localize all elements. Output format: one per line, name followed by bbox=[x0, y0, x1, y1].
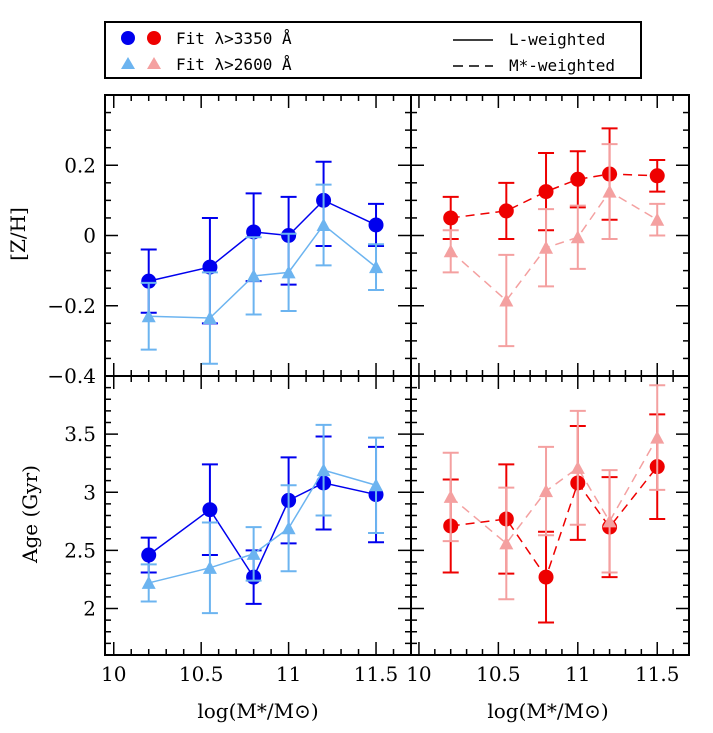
x-tick-label: 11.5 bbox=[635, 662, 680, 686]
data-point-circle bbox=[202, 259, 218, 275]
data-point-triangle bbox=[443, 244, 458, 258]
legend: Fit λ>3350 Å Fit λ>2600 Å L-weighted M*-… bbox=[104, 21, 642, 79]
y-tick-label: 3.5 bbox=[64, 422, 96, 446]
panel-frame bbox=[410, 375, 690, 656]
x-tick-label: 10 bbox=[406, 662, 431, 686]
data-point-circle bbox=[649, 168, 665, 184]
x-axis-title-right: log(M*/M⊙) bbox=[487, 699, 608, 723]
data-point-triangle bbox=[316, 463, 331, 477]
legend-frame bbox=[104, 21, 642, 79]
x-tick-label: 11 bbox=[276, 662, 301, 686]
series-line bbox=[148, 482, 377, 579]
legend-fit1-label: Fit λ>3350 Å bbox=[176, 29, 292, 48]
data-point-triangle bbox=[369, 260, 384, 274]
series-line bbox=[148, 199, 377, 282]
series-fit-3350 bbox=[140, 160, 385, 325]
x-tick-label: 11.5 bbox=[354, 662, 399, 686]
data-point-triangle bbox=[650, 212, 665, 226]
y-axis-title-age: Age (Gyr) bbox=[18, 465, 42, 564]
y-tick-label: 2.5 bbox=[64, 538, 96, 562]
series-line bbox=[450, 190, 658, 302]
panel-frame bbox=[104, 375, 412, 656]
legend-marker-light-red-triangle bbox=[147, 57, 161, 69]
data-point-triangle bbox=[602, 514, 617, 528]
panel-zh-lweighted: −0.4 −0.2 0 0.2 bbox=[47, 94, 412, 388]
y-tick-label: 0 bbox=[83, 224, 96, 248]
series-line bbox=[148, 469, 377, 584]
x-tick-label: 10.5 bbox=[476, 662, 521, 686]
data-point-triangle bbox=[602, 184, 617, 198]
data-point-triangle bbox=[499, 293, 514, 307]
data-point-triangle bbox=[539, 240, 554, 254]
legend-fit2-label: Fit λ>2600 Å bbox=[176, 55, 292, 74]
panel-age-lweighted: 2 2.5 3 3.5 10 10.5 11 11.5 bbox=[64, 375, 412, 686]
panel-zh-mweighted bbox=[410, 94, 690, 377]
series-line bbox=[148, 223, 377, 319]
data-point-triangle bbox=[443, 489, 458, 503]
series-fit-2600 bbox=[442, 143, 666, 348]
data-point-triangle bbox=[246, 268, 261, 282]
series-fit-2600 bbox=[140, 183, 385, 365]
y-tick-label: 3 bbox=[83, 480, 96, 504]
data-point-triangle bbox=[539, 484, 554, 498]
data-point-triangle bbox=[202, 311, 217, 325]
series-fit-3350 bbox=[442, 127, 666, 241]
data-point-circle bbox=[141, 547, 157, 563]
data-point-circle bbox=[498, 203, 514, 219]
panel-age-mweighted: 10 10.5 11 11.5 bbox=[406, 375, 690, 686]
data-point-circle bbox=[246, 224, 262, 240]
data-point-circle bbox=[368, 217, 384, 233]
data-point-triangle bbox=[141, 309, 156, 323]
data-point-circle bbox=[538, 184, 554, 200]
y-axis-title-metallicity: [Z/H] bbox=[6, 207, 30, 261]
data-point-triangle bbox=[369, 478, 384, 492]
x-tick-label: 11 bbox=[565, 662, 590, 686]
series-fit-2600 bbox=[140, 423, 385, 615]
series-line bbox=[450, 437, 658, 545]
data-point-triangle bbox=[499, 536, 514, 550]
y-tick-label: 2 bbox=[83, 597, 96, 621]
y-tick-label: 0.2 bbox=[64, 153, 96, 177]
legend-dashed-label: M*-weighted bbox=[509, 56, 615, 75]
legend-solid-label: L-weighted bbox=[509, 30, 605, 49]
panel-frame bbox=[410, 94, 690, 377]
data-point-circle bbox=[443, 210, 459, 226]
x-axis-title-left: log(M*/M⊙) bbox=[197, 699, 318, 723]
data-point-triangle bbox=[650, 430, 665, 444]
data-point-circle bbox=[141, 273, 157, 289]
data-point-triangle bbox=[281, 521, 296, 535]
y-tick-label: −0.4 bbox=[47, 364, 96, 388]
data-point-triangle bbox=[570, 230, 585, 244]
data-point-triangle bbox=[570, 460, 585, 474]
data-point-circle bbox=[538, 569, 554, 585]
legend-marker-light-blue-triangle bbox=[121, 57, 135, 69]
data-point-triangle bbox=[281, 265, 296, 279]
data-point-circle bbox=[202, 502, 218, 518]
series-fit-2600 bbox=[442, 384, 666, 601]
data-point-triangle bbox=[316, 217, 331, 231]
x-tick-label: 10 bbox=[101, 662, 126, 686]
series-fit-3350 bbox=[140, 435, 385, 605]
data-point-circle bbox=[570, 171, 586, 187]
data-point-triangle bbox=[202, 560, 217, 574]
series-line bbox=[450, 466, 658, 579]
series-line bbox=[450, 173, 658, 219]
data-point-triangle bbox=[141, 575, 156, 589]
legend-marker-dark-blue-circle bbox=[121, 31, 135, 45]
legend-marker-dark-red-circle bbox=[147, 31, 161, 45]
panels: −0.4 −0.2 0 0.2 2 2.5 3 3.5 10 10.5 11 11.5 10 10.5 11… bbox=[47, 94, 690, 686]
data-point-triangle bbox=[246, 546, 261, 560]
x-tick-label: 10.5 bbox=[179, 662, 224, 686]
y-tick-label: −0.2 bbox=[47, 294, 96, 318]
